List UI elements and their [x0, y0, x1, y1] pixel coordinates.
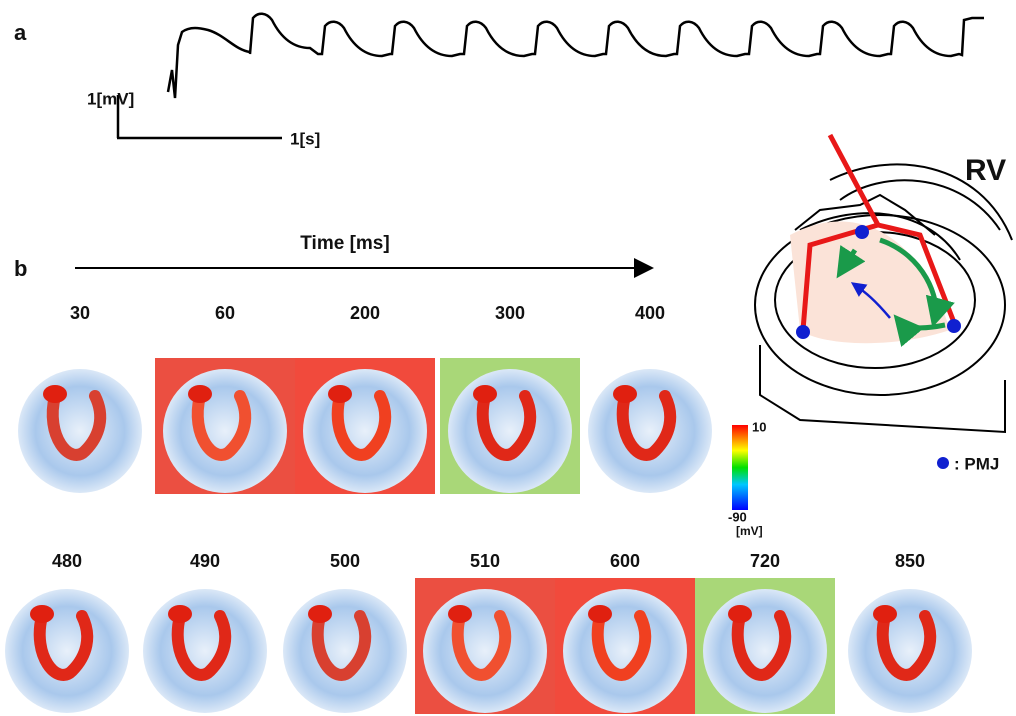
- activation-spot: [473, 385, 497, 403]
- ecg-trace: [168, 14, 984, 98]
- simulation-frame: [415, 578, 555, 714]
- figure: a 1[mV] 1[s] b Time [ms] 10 -90 [mV] RV …: [0, 0, 1016, 716]
- frame-label: 850: [895, 551, 925, 571]
- tissue: [448, 369, 572, 493]
- rv-label: RV: [965, 154, 1006, 187]
- colorbar-min: -90: [728, 509, 747, 524]
- tissue: [588, 369, 712, 493]
- simulation-frame: [555, 578, 695, 714]
- tissue: [143, 589, 267, 713]
- activation-spot: [448, 605, 472, 623]
- scale-label: 1[s]: [290, 129, 320, 148]
- tissue: [848, 589, 972, 713]
- activation-spot: [613, 385, 637, 403]
- simulation-frame: [588, 369, 712, 493]
- legend-label: : PMJ: [954, 454, 999, 473]
- simulation-frame: [5, 589, 129, 713]
- activation-spot: [328, 385, 352, 403]
- frame-label: 490: [190, 551, 220, 571]
- activation-spot: [43, 385, 67, 403]
- frame-label: 400: [635, 303, 665, 323]
- colorbar: [732, 425, 748, 510]
- simulation-frame: [283, 589, 407, 713]
- simulation-frame: [440, 358, 580, 494]
- frame-label: 510: [470, 551, 500, 571]
- activation-spot: [168, 605, 192, 623]
- frame-label: 300: [495, 303, 525, 323]
- axis-title: Time [ms]: [300, 233, 389, 254]
- simulation-frame: [143, 589, 267, 713]
- simulation-frame: [18, 369, 142, 493]
- tissue: [303, 369, 427, 493]
- frame-label: 720: [750, 551, 780, 571]
- activation-spot: [728, 605, 752, 623]
- panel-label: b: [14, 256, 27, 281]
- panel-label: a: [14, 20, 27, 45]
- tissue: [18, 369, 142, 493]
- tissue: [703, 589, 827, 713]
- activation-spot: [30, 605, 54, 623]
- tissue: [283, 589, 407, 713]
- frame-label: 480: [52, 551, 82, 571]
- activation-spot: [188, 385, 212, 403]
- colorbar-unit: [mV]: [736, 524, 763, 538]
- tissue: [423, 589, 547, 713]
- tissue: [163, 369, 287, 493]
- simulation-frame: [295, 358, 435, 494]
- frame-label: 600: [610, 551, 640, 571]
- frame-label: 30: [70, 303, 90, 323]
- scale-label: 1[mV]: [87, 89, 134, 108]
- colorbar-max: 10: [752, 419, 766, 434]
- frame-label: 200: [350, 303, 380, 323]
- simulation-frame: [848, 589, 972, 713]
- simulation-frame: [155, 358, 295, 494]
- activation-spot: [308, 605, 332, 623]
- frame-label: 60: [215, 303, 235, 323]
- tissue: [5, 589, 129, 713]
- simulation-frame: [695, 578, 835, 714]
- frame-label: 500: [330, 551, 360, 571]
- activation-spot: [588, 605, 612, 623]
- activation-spot: [873, 605, 897, 623]
- tissue: [563, 589, 687, 713]
